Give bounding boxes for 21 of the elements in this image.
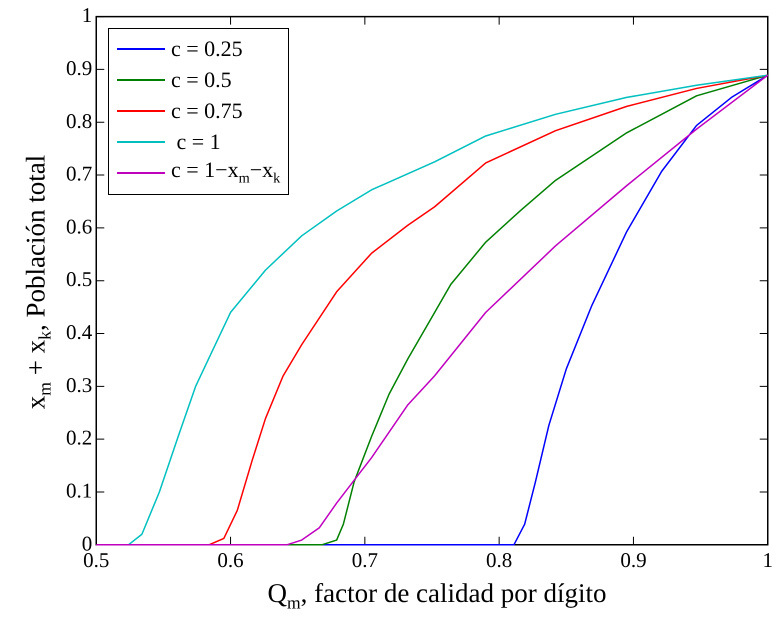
- x-tick-label: 0.6: [217, 548, 244, 572]
- x-tick-label: 0.9: [620, 548, 647, 572]
- y-tick-label: 0.4: [66, 320, 93, 344]
- legend-label: c = 0.75: [171, 98, 243, 124]
- legend-label: c = 0.5: [171, 66, 232, 92]
- y-tick-label: 0.8: [66, 108, 92, 133]
- x-tick-label: 1: [762, 548, 773, 572]
- y-tick-label: 0.9: [66, 56, 92, 80]
- y-tick-label: 0.1: [66, 478, 92, 502]
- legend-label: c = 1−x$_{m}$−x$_{k}$: [171, 157, 280, 188]
- y-tick-label: 0.2: [66, 426, 92, 450]
- y-tick-label: 0.5: [66, 267, 92, 292]
- x-tick-label: 0.7: [352, 548, 378, 572]
- legend-label: c = 1: [176, 128, 221, 154]
- y-tick-label: 0.6: [66, 214, 92, 238]
- y-tick-label: 0.3: [66, 372, 92, 397]
- y-tick-label: 1: [82, 3, 92, 28]
- legend-label: c = 0.25: [171, 36, 243, 62]
- x-tick-label: 0.8: [486, 548, 512, 572]
- x-axis-title: Q$_{m}$, factor de calidad por dígito: [266, 578, 608, 614]
- y-tick-label: 0.7: [66, 162, 92, 186]
